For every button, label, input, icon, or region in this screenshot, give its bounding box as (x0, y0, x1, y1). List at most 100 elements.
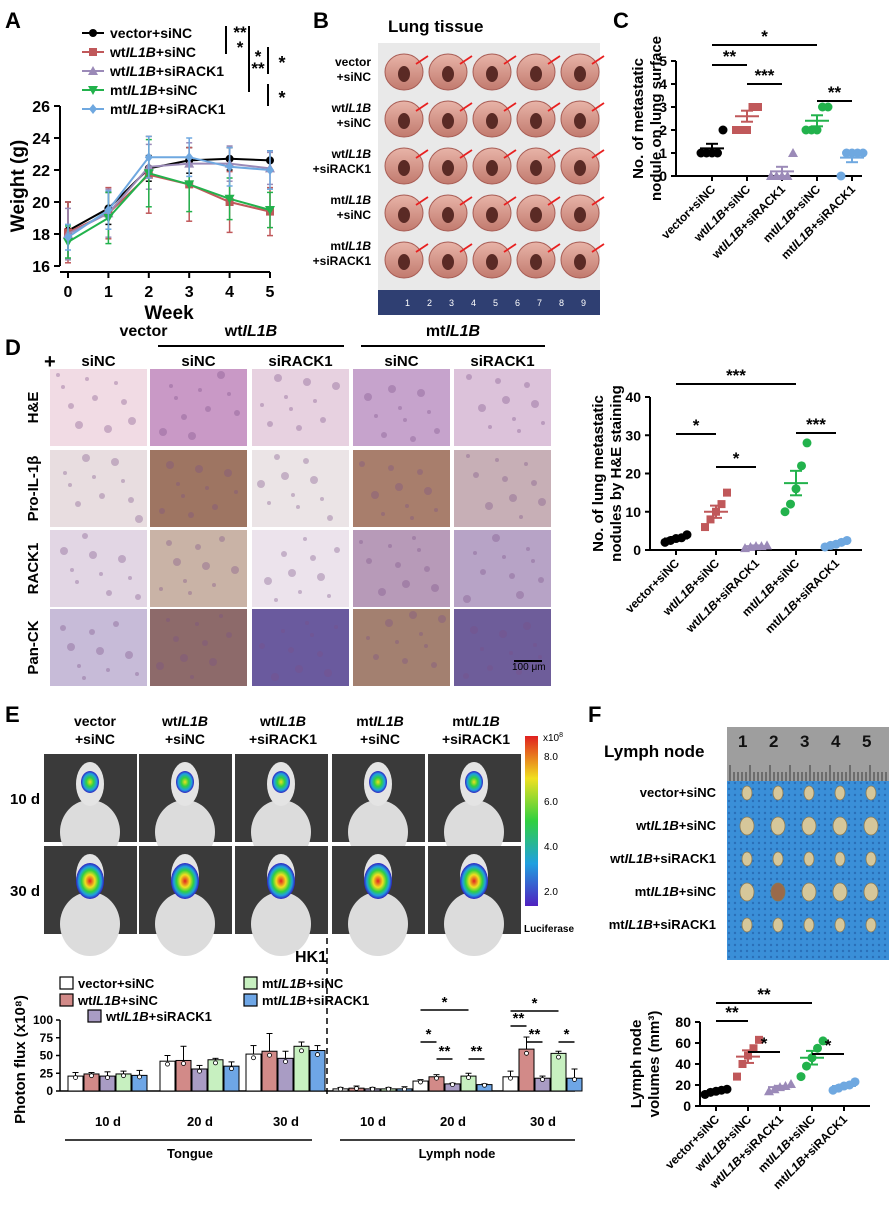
nodule-arrow (459, 149, 473, 159)
nodule-arrow (459, 243, 473, 253)
cell-texture (320, 417, 326, 423)
timepoint-label: 20 d (440, 1114, 466, 1129)
cell-texture (538, 498, 546, 506)
lung-hilum (530, 113, 542, 129)
cell-texture (205, 406, 211, 412)
data-point (89, 48, 97, 56)
cell-texture (395, 640, 399, 644)
text-part-italic: IL1B (625, 917, 653, 932)
cell-texture (385, 619, 393, 627)
lymph-node-specimen (865, 851, 877, 867)
text-part-italic: IL1B (345, 239, 371, 253)
y-tick-label: 30 (625, 427, 641, 443)
cell-texture (166, 461, 174, 469)
data-point (315, 1052, 320, 1057)
ruler-number: 3 (800, 732, 809, 751)
luciferase-signal (267, 863, 295, 899)
nodule-arrow (459, 196, 473, 206)
y-axis-label-line: nodules by H&E staining (608, 385, 625, 562)
data-point (802, 438, 812, 448)
data-point (213, 1060, 218, 1066)
cell-texture (381, 432, 387, 438)
cell-texture (106, 668, 110, 672)
mouse-body (155, 892, 215, 956)
cell-texture (495, 378, 501, 384)
text-part-italic: IL1B (278, 976, 306, 991)
panel-label-b: B (313, 8, 329, 33)
nodule-arrow (503, 102, 517, 112)
y-tick-label: 0 (633, 542, 641, 558)
legend-swatch (87, 1009, 102, 1023)
cell-texture (366, 636, 370, 640)
cell-texture (281, 472, 289, 480)
text-part: wt (109, 44, 126, 60)
cell-texture (159, 428, 167, 436)
text-part: +siNC (768, 556, 802, 590)
data-point (812, 125, 822, 135)
lung-hilum (486, 254, 498, 270)
imaging-row-label: 30 d (10, 883, 40, 900)
lung-hilum (398, 66, 410, 82)
mouse-body (251, 892, 311, 956)
data-point (370, 1086, 375, 1092)
lymph-node-specimen (803, 917, 815, 933)
text-part-italic: IL1B (126, 63, 156, 79)
cell-texture (195, 622, 199, 626)
lymph-row-label: wtIL1B+siNC (635, 818, 716, 833)
scale-bar-label: 100 μm (512, 662, 546, 673)
text-part: mt (635, 884, 652, 899)
histology-image (252, 450, 349, 527)
lymph-node-volume-chart: 020406080vector+siNCwtIL1B+siNCwtIL1B+si… (628, 985, 870, 1192)
cell-texture (310, 633, 314, 637)
text-part: +siRACK1 (653, 917, 716, 932)
cell-texture (538, 577, 544, 583)
lung-hilum (530, 254, 542, 270)
text-part: wt (109, 63, 126, 79)
cell-texture (224, 469, 232, 477)
sig-label: ** (251, 59, 265, 78)
cell-texture (89, 551, 97, 559)
x-axis-label: Week (144, 303, 194, 324)
lymph-node-specimen (741, 917, 753, 933)
histology-col-label: siNC (81, 353, 115, 370)
cell-texture (198, 388, 202, 392)
cell-texture (267, 421, 273, 427)
text-part: vector (74, 713, 117, 729)
cell-texture (267, 501, 271, 505)
data-point (251, 1055, 256, 1061)
sig-label: * (693, 416, 700, 435)
x-tick-label: 1 (104, 284, 113, 301)
lung-row-label: +siNC (337, 70, 372, 84)
cell-texture (113, 621, 119, 627)
cell-texture (281, 551, 287, 557)
cell-texture (470, 626, 478, 634)
cell-texture (334, 625, 338, 629)
lung-row-label: mtIL1B (330, 193, 371, 207)
data-point (89, 1073, 94, 1079)
data-point (88, 86, 98, 95)
lung-row-label: vector (335, 55, 371, 69)
cell-texture (424, 644, 428, 648)
data-point (748, 103, 757, 111)
ruler-number: 6 (515, 298, 520, 308)
cell-texture (68, 483, 72, 487)
ruler-number: 2 (769, 732, 778, 751)
data-point (796, 1072, 806, 1082)
legend-swatch (243, 976, 258, 990)
panel-label-a: A (5, 8, 21, 33)
text-part: mt (262, 993, 279, 1008)
cell-texture (212, 504, 218, 510)
text-part: wt (635, 818, 651, 833)
cell-texture (388, 385, 396, 393)
cell-texture (121, 479, 125, 483)
cell-texture (75, 421, 83, 429)
data-point (723, 488, 731, 497)
nodule-arrow (591, 149, 605, 159)
cell-texture (77, 664, 81, 668)
cell-texture (205, 486, 209, 490)
cell-texture (466, 454, 470, 458)
cell-texture (173, 636, 179, 642)
data-point (540, 1077, 545, 1082)
cell-texture (85, 377, 89, 381)
